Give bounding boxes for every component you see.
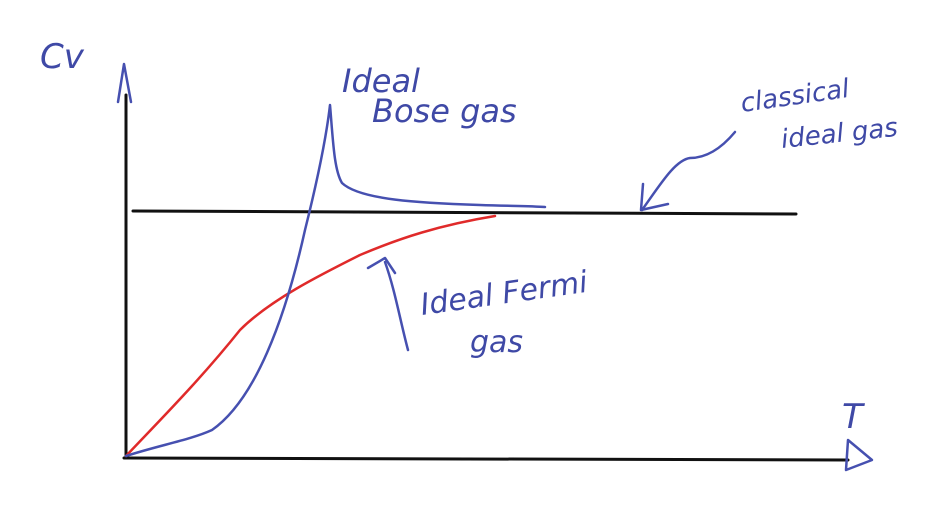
classical-pointer-arrow [639,130,737,212]
fermi-label-line1: Ideal Fermi [418,265,590,323]
fermi-label-line2: gas [470,325,523,360]
bose-gas-curve [124,103,547,458]
y-axis-arrowhead [116,62,133,104]
fermi-pointer-arrow [366,256,410,352]
bose-label-line2: Bose gas [372,92,517,130]
classical-label-line1: classical [739,74,852,119]
x-axis-arrowhead [844,438,874,472]
y-axis-label: Cv [40,37,85,77]
bose-label-line1: Ideal [342,62,420,100]
x-axis [122,456,850,462]
classical-label-line2: ideal gas [780,113,900,155]
x-axis-label: T [842,397,865,437]
axes [116,62,874,472]
fermi-gas-curve [124,214,497,458]
classical-limit-line [131,209,798,216]
